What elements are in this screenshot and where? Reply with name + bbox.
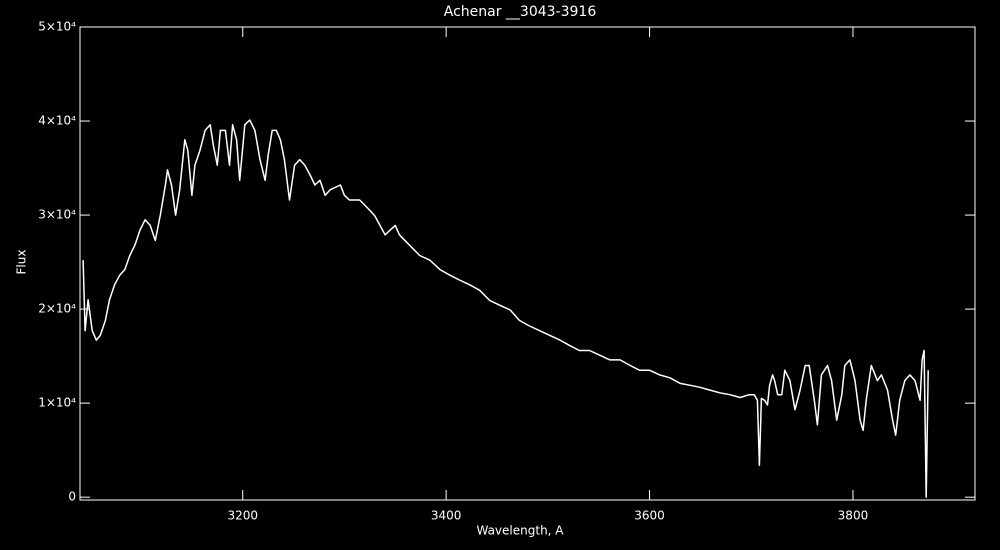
y-tick-label: 4×10⁴ [38, 114, 76, 128]
y-axis-label: Flux [15, 250, 29, 275]
x-tick-label: 3200 [227, 509, 258, 523]
plot-frame [79, 26, 976, 501]
y-tick-label: 2×10⁴ [38, 302, 76, 316]
y-tick-label: 5×10⁴ [38, 20, 76, 34]
spectrum-line [82, 119, 929, 498]
x-tick-label: 3600 [634, 509, 665, 523]
y-tick-label: 1×10⁴ [38, 396, 76, 410]
x-axis-label: Wavelength, A [476, 524, 564, 538]
chart-title: Achenar __3043-3916 [444, 4, 597, 20]
x-tick-label: 3400 [431, 509, 462, 523]
y-tick-label: 0 [68, 490, 76, 504]
y-tick-label: 3×10⁴ [38, 208, 76, 222]
x-tick-label: 3800 [838, 509, 869, 523]
